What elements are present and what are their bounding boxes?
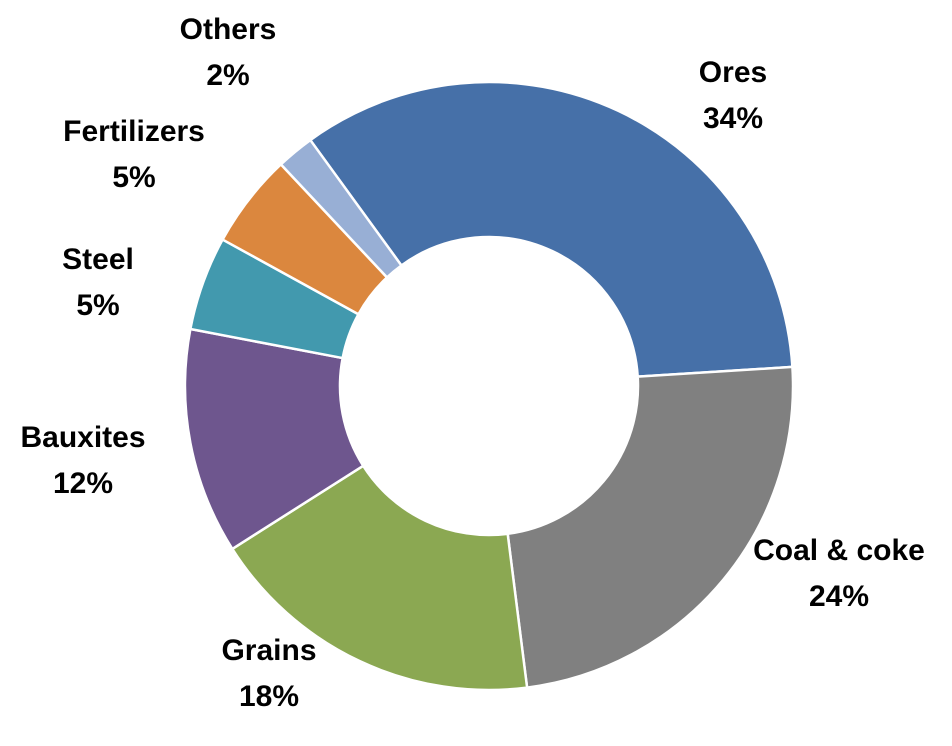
slice-label-name: Bauxites [20,421,146,454]
slice-label-bauxites: Bauxites 12% [20,415,145,507]
slice-coal-coke [506,365,795,689]
slice-others [279,138,403,279]
slice-label-ores: Ores 34% [699,50,767,142]
slice-label-others: Others 2% [180,7,277,99]
slice-label-name: Grains [221,634,317,667]
slice-label-value: 18% [238,680,300,713]
slice-label-value: 2% [206,59,250,92]
slice-label-value: 12% [52,467,114,500]
slice-label-name: Steel [62,243,134,276]
slice-label-name: Others [179,13,277,46]
slice-label-name: Coal & coke [753,534,925,567]
slice-label-value: 5% [112,161,156,194]
slice-grains [231,464,529,692]
slice-label-fertilizers: Fertilizers 5% [63,109,205,201]
slice-label-name: Fertilizers [63,115,205,148]
slice-ores [309,80,794,378]
slice-label-value: 34% [702,102,764,135]
slice-label-grains: Grains 18% [221,628,316,720]
slice-label-name: Ores [698,56,768,89]
slice-label-value: 5% [76,289,120,322]
slice-label-value: 24% [808,580,870,613]
slice-label-coal-coke: Coal & coke 24% [753,528,925,620]
slice-label-steel: Steel 5% [62,237,134,329]
